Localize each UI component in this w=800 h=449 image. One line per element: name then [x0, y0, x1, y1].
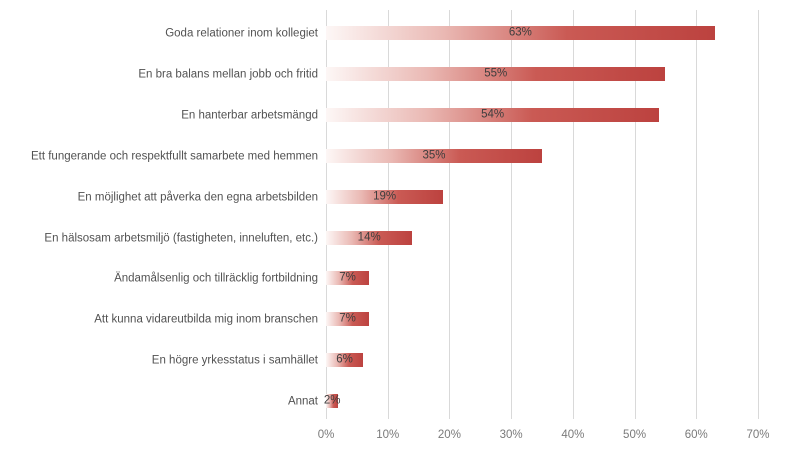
category-label: En högre yrkesstatus i samhället [151, 354, 318, 367]
x-axis-tick-label: 40% [561, 429, 585, 441]
value-label: 35% [422, 148, 446, 161]
x-axis-tick-label: 20% [437, 429, 461, 441]
gridline-10% [387, 10, 389, 419]
bar: 54% [326, 107, 660, 122]
x-axis-tick-label: 50% [623, 429, 647, 441]
bar: 2% [323, 394, 341, 409]
bar: 7% [326, 312, 370, 327]
value-label: 55% [484, 67, 508, 80]
category-label: Ett fungerande och respektfullt samarbet… [30, 149, 318, 162]
category-label: En hälsosam arbetsmiljö (fastigheten, in… [44, 231, 318, 244]
bar: 19% [326, 189, 444, 204]
bar: 14% [326, 230, 413, 245]
gridline-20% [449, 10, 451, 419]
gridline-0% [326, 10, 327, 419]
gridline-50% [634, 10, 636, 419]
x-axis-tick-label: 10% [376, 429, 400, 441]
category-label: Att kunna vidareutbilda mig inom bransch… [94, 313, 318, 326]
bar: 35% [326, 148, 542, 163]
gridline-30% [511, 10, 513, 419]
bar: 55% [326, 66, 666, 81]
value-label: 7% [339, 271, 356, 284]
value-label: 54% [481, 108, 505, 121]
value-label: 19% [373, 189, 397, 202]
category-label: En hanterbar arbetsmängd [181, 109, 318, 122]
gridline-70% [758, 10, 759, 419]
value-label: 7% [339, 312, 356, 325]
value-label: 63% [508, 26, 532, 39]
gridline-40% [572, 10, 574, 419]
category-label: Goda relationer inom kollegiet [165, 27, 318, 40]
bar: 63% [326, 26, 715, 40]
x-axis-tick-label: 30% [499, 429, 523, 441]
value-label: 6% [336, 353, 353, 366]
x-axis-tick-label: 70% [746, 429, 770, 441]
category-label: Ändamålsenlig och tillräcklig fortbildni… [114, 272, 318, 285]
category-label: En bra balans mellan jobb och fritid [138, 68, 318, 81]
value-label: 14% [357, 230, 381, 243]
gridline-60% [696, 10, 698, 419]
category-label: En möjlighet att påverka den egna arbets… [77, 190, 318, 203]
bar: 7% [326, 271, 370, 286]
x-axis-tick-label: 0% [317, 429, 335, 441]
x-axis-tick-label: 60% [684, 429, 708, 441]
value-label: 2% [323, 394, 341, 407]
bar: 6% [326, 353, 364, 368]
category-label: Annat [287, 395, 318, 408]
